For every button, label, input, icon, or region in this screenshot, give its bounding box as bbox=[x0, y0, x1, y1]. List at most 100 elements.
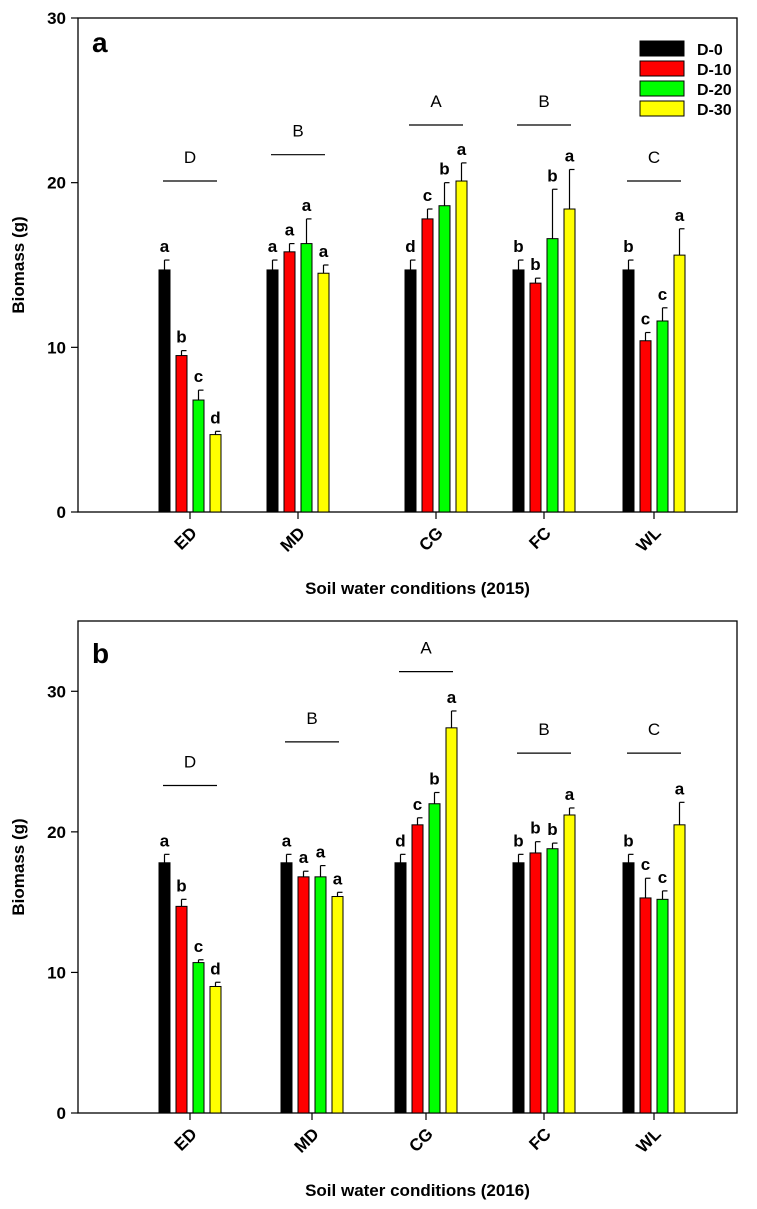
significance-letter: c bbox=[194, 937, 203, 956]
bar-d-0-ed bbox=[158, 862, 171, 1114]
x-tick-label-cg: CG bbox=[405, 1124, 436, 1155]
significance-letter: b bbox=[547, 166, 557, 185]
bar-d-20-fc bbox=[546, 848, 559, 1114]
x-tick-label-fc: FC bbox=[525, 523, 554, 552]
x-tick-label-ed: ED bbox=[171, 1124, 201, 1154]
bar-d-30-cg bbox=[455, 180, 468, 513]
significance-letter: a bbox=[282, 831, 292, 850]
significance-letter: d bbox=[210, 959, 220, 978]
bar-d-30-cg bbox=[445, 727, 458, 1114]
group-letter: C bbox=[648, 720, 660, 739]
x-axis-label: Soil water conditions (2015) bbox=[305, 579, 530, 598]
significance-letter: a bbox=[285, 221, 295, 240]
significance-letter: c bbox=[194, 367, 203, 386]
y-axis-label: Biomass (g) bbox=[9, 216, 28, 313]
y-tick-label: 30 bbox=[47, 682, 66, 701]
significance-letter: a bbox=[268, 237, 278, 256]
bar-d-20-fc bbox=[546, 238, 559, 513]
bar-d-10-md bbox=[297, 876, 310, 1114]
y-axis-label: Biomass (g) bbox=[9, 818, 28, 915]
bar-d-0-md bbox=[280, 862, 293, 1114]
significance-letter: a bbox=[302, 196, 312, 215]
significance-letter: c bbox=[413, 795, 422, 814]
group-letter: D bbox=[184, 752, 196, 771]
x-tick-label-cg: CG bbox=[415, 523, 446, 554]
bar-d-30-fc bbox=[563, 814, 576, 1114]
bar-d-0-cg bbox=[404, 269, 417, 513]
bar-d-10-wl bbox=[639, 340, 652, 513]
bar-d-10-wl bbox=[639, 897, 652, 1114]
bar-d-20-wl bbox=[656, 898, 669, 1114]
significance-letter: a bbox=[565, 146, 575, 165]
significance-letter: a bbox=[675, 779, 685, 798]
bar-d-10-md bbox=[283, 251, 296, 513]
y-tick-label: 0 bbox=[57, 1104, 66, 1123]
group-letter: B bbox=[306, 709, 317, 728]
bar-d-10-ed bbox=[175, 905, 188, 1114]
significance-letter: b bbox=[429, 769, 439, 788]
significance-letter: c bbox=[658, 285, 667, 304]
x-tick-label-wl: WL bbox=[633, 523, 665, 555]
significance-letter: b bbox=[513, 237, 523, 256]
bar-d-20-md bbox=[314, 876, 327, 1114]
group-letter: B bbox=[538, 720, 549, 739]
legend: D-0 D-10 D-20 D-30 bbox=[639, 40, 732, 119]
group-letter: A bbox=[420, 639, 432, 658]
bar-d-20-cg bbox=[428, 803, 441, 1114]
panel-b: b 0 10 20 30 Biomass (g) Soil water conditions… bbox=[9, 620, 738, 1200]
x-axis-label: Soil water conditions (2016) bbox=[305, 1181, 530, 1200]
significance-letter: d bbox=[395, 831, 405, 850]
significance-letter: a bbox=[160, 237, 170, 256]
bar-d-20-cg bbox=[438, 205, 451, 513]
bar-d-0-fc bbox=[512, 269, 525, 513]
significance-letter: b bbox=[176, 328, 186, 347]
bar-d-30-md bbox=[331, 896, 344, 1114]
bar-d-0-ed bbox=[158, 269, 171, 513]
significance-letter: b bbox=[623, 237, 633, 256]
bar-d-10-cg bbox=[421, 218, 434, 513]
significance-letter: a bbox=[675, 206, 685, 225]
legend-label-d-20: D-20 bbox=[697, 82, 732, 99]
bar-d-0-md bbox=[266, 269, 279, 513]
significance-letter: a bbox=[299, 848, 309, 867]
group-letter: A bbox=[430, 92, 442, 111]
significance-letter: d bbox=[405, 237, 415, 256]
significance-letter: b bbox=[439, 160, 449, 179]
y-tick-label: 20 bbox=[47, 823, 66, 842]
bar-d-30-wl bbox=[673, 824, 686, 1114]
y-tick-label: 20 bbox=[47, 174, 66, 193]
group-letter: B bbox=[292, 122, 303, 141]
bar-d-30-wl bbox=[673, 254, 686, 513]
legend-swatch-d-10 bbox=[639, 60, 685, 77]
significance-letter: a bbox=[319, 242, 329, 261]
bar-d-10-ed bbox=[175, 355, 188, 513]
significance-letter: d bbox=[210, 408, 220, 427]
group-letter: B bbox=[538, 92, 549, 111]
bar-d-10-fc bbox=[529, 852, 542, 1114]
legend-label-d-10: D-10 bbox=[697, 62, 732, 79]
bar-d-10-cg bbox=[411, 824, 424, 1114]
legend-label-d-0: D-0 bbox=[697, 42, 723, 59]
bar-d-20-md bbox=[300, 243, 313, 513]
significance-letter: a bbox=[565, 785, 575, 804]
significance-letter: b bbox=[547, 820, 557, 839]
x-tick-label-wl: WL bbox=[633, 1124, 665, 1156]
significance-letter: a bbox=[447, 688, 457, 707]
significance-letter: a bbox=[160, 831, 170, 850]
significance-letter: c bbox=[641, 310, 650, 329]
plot-frame bbox=[77, 620, 738, 1114]
significance-letter: c bbox=[423, 186, 432, 205]
legend-label-d-30: D-30 bbox=[697, 102, 732, 119]
y-tick-label: 30 bbox=[47, 9, 66, 28]
significance-letter: a bbox=[316, 843, 326, 862]
bar-d-30-ed bbox=[209, 434, 222, 513]
bar-d-30-md bbox=[317, 272, 330, 513]
significance-letter: a bbox=[333, 869, 343, 888]
bar-d-20-ed bbox=[192, 962, 205, 1114]
y-tick-label: 0 bbox=[57, 503, 66, 522]
group-letter: D bbox=[184, 148, 196, 167]
group-letter: C bbox=[648, 148, 660, 167]
x-tick-label-md: MD bbox=[291, 1124, 323, 1156]
significance-letter: c bbox=[641, 855, 650, 874]
